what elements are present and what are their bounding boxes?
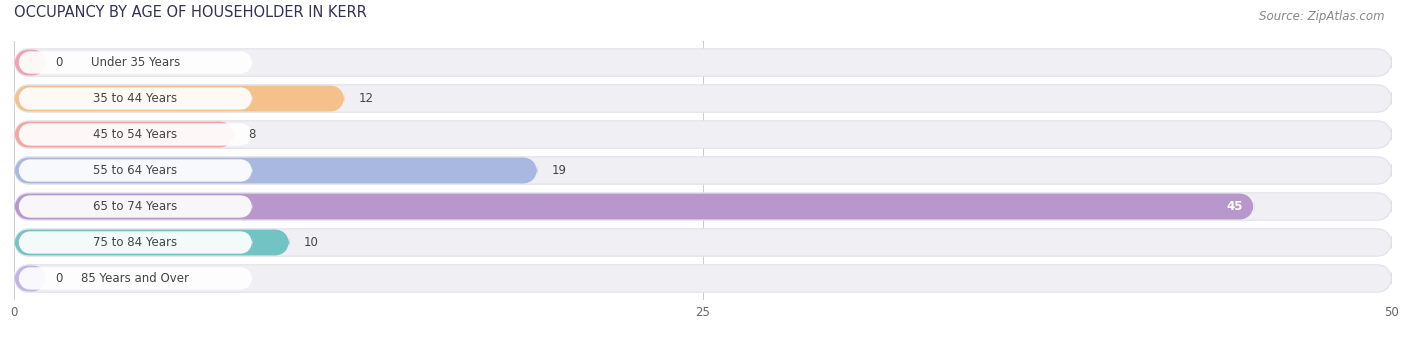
Text: 0: 0 bbox=[55, 56, 63, 69]
FancyBboxPatch shape bbox=[18, 159, 253, 182]
Text: 0: 0 bbox=[55, 272, 63, 285]
FancyBboxPatch shape bbox=[18, 51, 253, 74]
Text: 45: 45 bbox=[1226, 200, 1243, 213]
Text: 65 to 74 Years: 65 to 74 Years bbox=[93, 200, 177, 213]
FancyBboxPatch shape bbox=[14, 86, 344, 112]
FancyBboxPatch shape bbox=[14, 266, 48, 292]
FancyBboxPatch shape bbox=[18, 231, 253, 254]
Text: 8: 8 bbox=[249, 128, 256, 141]
Text: 55 to 64 Years: 55 to 64 Years bbox=[93, 164, 177, 177]
FancyBboxPatch shape bbox=[14, 229, 1392, 256]
FancyBboxPatch shape bbox=[14, 49, 1392, 76]
Text: 35 to 44 Years: 35 to 44 Years bbox=[93, 92, 177, 105]
FancyBboxPatch shape bbox=[18, 87, 253, 110]
FancyBboxPatch shape bbox=[18, 267, 253, 290]
Text: 19: 19 bbox=[551, 164, 567, 177]
FancyBboxPatch shape bbox=[14, 194, 1254, 220]
Text: OCCUPANCY BY AGE OF HOUSEHOLDER IN KERR: OCCUPANCY BY AGE OF HOUSEHOLDER IN KERR bbox=[14, 5, 367, 20]
FancyBboxPatch shape bbox=[14, 157, 1392, 184]
FancyBboxPatch shape bbox=[14, 121, 235, 147]
Text: 10: 10 bbox=[304, 236, 318, 249]
FancyBboxPatch shape bbox=[14, 229, 290, 255]
FancyBboxPatch shape bbox=[14, 49, 48, 75]
FancyBboxPatch shape bbox=[14, 85, 1392, 112]
Text: Under 35 Years: Under 35 Years bbox=[91, 56, 180, 69]
FancyBboxPatch shape bbox=[14, 193, 1392, 220]
Text: Source: ZipAtlas.com: Source: ZipAtlas.com bbox=[1260, 10, 1385, 23]
Text: 12: 12 bbox=[359, 92, 374, 105]
FancyBboxPatch shape bbox=[18, 195, 253, 218]
FancyBboxPatch shape bbox=[14, 158, 537, 183]
Text: 75 to 84 Years: 75 to 84 Years bbox=[93, 236, 177, 249]
FancyBboxPatch shape bbox=[14, 265, 1392, 292]
FancyBboxPatch shape bbox=[18, 123, 253, 146]
Text: 45 to 54 Years: 45 to 54 Years bbox=[93, 128, 177, 141]
Text: 85 Years and Over: 85 Years and Over bbox=[82, 272, 190, 285]
FancyBboxPatch shape bbox=[14, 121, 1392, 148]
